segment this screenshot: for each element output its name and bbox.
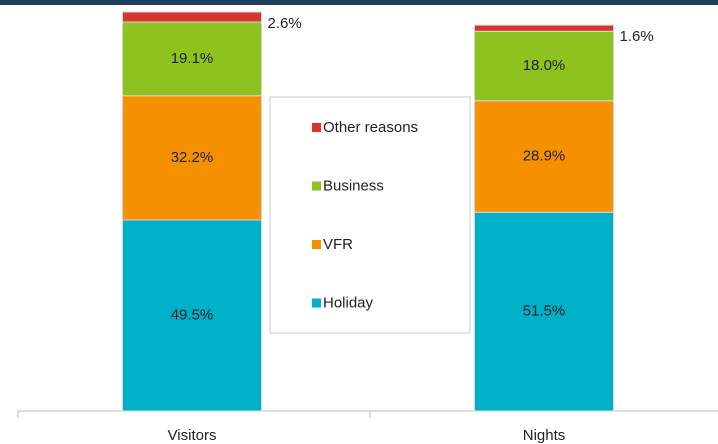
data-label: 49.5%	[171, 306, 214, 323]
legend-label: Business	[323, 177, 384, 194]
bar-segment	[474, 24, 614, 32]
data-label: 51.5%	[523, 303, 566, 320]
data-label: 32.2%	[171, 149, 214, 166]
data-label: 2.6%	[268, 15, 302, 32]
legend-swatch	[312, 123, 321, 132]
legend-swatch	[312, 298, 321, 308]
data-label: 28.9%	[523, 147, 566, 164]
bar-segment	[474, 100, 614, 213]
bar-segment	[122, 21, 262, 97]
legend-label: Holiday	[323, 294, 374, 311]
data-label: 18.0%	[523, 57, 566, 74]
x-tick-label: Visitors	[168, 427, 217, 444]
legend-label: VFR	[323, 236, 353, 253]
legend-box	[269, 96, 471, 334]
legend-label: Other reasons	[323, 119, 418, 136]
top-band	[0, 0, 718, 5]
bar-segment	[122, 95, 262, 221]
legend-swatch	[312, 181, 321, 191]
bar-segment	[474, 211, 614, 412]
bar-segment	[122, 11, 262, 23]
legend-swatch	[312, 240, 321, 249]
bar-segment	[474, 30, 614, 102]
x-tick-label: Nights	[523, 427, 566, 444]
data-label: 1.6%	[620, 28, 654, 45]
data-label: 19.1%	[171, 50, 214, 67]
